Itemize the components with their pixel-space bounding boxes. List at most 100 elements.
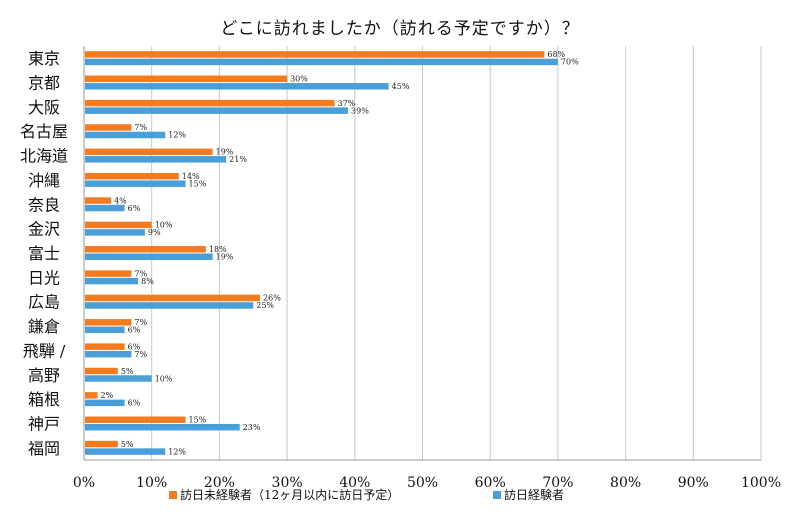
x-tick-label: 10% <box>136 475 167 491</box>
category-label: 金沢 <box>28 220 60 239</box>
category-label: 京都 <box>28 74 60 93</box>
data-label: 21% <box>229 155 247 164</box>
data-label: 6% <box>128 342 141 351</box>
legend-swatch <box>169 491 177 499</box>
bar-visited <box>85 326 125 334</box>
data-label: 6% <box>128 204 141 213</box>
bar-visited <box>85 253 213 260</box>
category-label: 大阪 <box>28 98 60 117</box>
data-label: 70% <box>561 58 579 67</box>
bar-visited <box>85 448 166 455</box>
category-label: 北海道 <box>20 147 68 166</box>
bar-not-visited <box>85 51 545 58</box>
data-label: 10% <box>155 221 173 230</box>
x-tick-label: 100% <box>741 475 781 491</box>
x-tick-label: 0% <box>73 475 95 491</box>
bar-not-visited <box>85 270 132 277</box>
data-label: 6% <box>128 399 141 408</box>
data-label: 2% <box>101 391 114 400</box>
data-label: 7% <box>134 350 147 359</box>
data-label: 15% <box>189 179 207 188</box>
x-tick-label: 70% <box>542 475 573 491</box>
category-label: 福岡 <box>28 439 60 458</box>
bar-not-visited <box>85 392 98 399</box>
bar-visited <box>85 58 558 66</box>
data-label: 18% <box>209 245 227 254</box>
bar-visited <box>85 131 166 139</box>
bar-visited <box>85 302 254 309</box>
x-tick-label: 80% <box>610 475 641 491</box>
data-label: 7% <box>134 269 147 278</box>
bar-not-visited <box>85 319 132 326</box>
category-label: 沖縄 <box>28 171 60 190</box>
legend-swatch <box>493 491 501 499</box>
bar-not-visited <box>85 197 112 204</box>
bar-not-visited <box>85 148 213 156</box>
x-tick-label: 90% <box>678 475 709 491</box>
bar-visited <box>85 423 240 431</box>
data-label: 26% <box>263 294 281 303</box>
category-label: 神戸 <box>28 414 60 433</box>
data-label: 8% <box>141 277 154 286</box>
data-label: 68% <box>547 50 565 59</box>
bar-visited <box>85 156 227 163</box>
data-label: 4% <box>114 196 127 205</box>
data-label: 30% <box>290 75 308 84</box>
x-tick-label: 60% <box>475 475 506 491</box>
bar-not-visited <box>85 343 125 350</box>
bar-not-visited <box>85 172 179 180</box>
data-label: 19% <box>216 148 234 157</box>
data-label: 12% <box>168 447 186 456</box>
bar-visited <box>85 83 389 90</box>
bar-not-visited <box>85 124 132 131</box>
data-label: 23% <box>243 423 261 432</box>
data-label: 19% <box>216 253 234 262</box>
data-label: 37% <box>337 99 355 108</box>
category-label: 名古屋 <box>20 122 68 141</box>
bar-visited <box>85 375 152 382</box>
bar-visited <box>85 180 186 187</box>
category-label: 東京 <box>28 49 60 68</box>
bar-not-visited <box>85 99 335 107</box>
bar-visited <box>85 229 145 236</box>
data-label: 7% <box>134 318 147 327</box>
data-label: 39% <box>351 106 369 115</box>
legend-label: 訪日経験者 <box>504 487 564 502</box>
category-label: 鎌倉 <box>28 317 60 336</box>
category-label: 箱根 <box>28 390 60 409</box>
bar-not-visited <box>85 294 261 302</box>
x-tick-label: 30% <box>272 475 303 491</box>
x-tick-label: 20% <box>204 475 235 491</box>
data-label: 6% <box>128 326 141 335</box>
x-tick-label: 40% <box>339 475 370 491</box>
category-label: 広島 <box>28 293 60 312</box>
data-label: 7% <box>134 123 147 132</box>
bar-visited <box>85 107 349 114</box>
category-label: 奈良 <box>28 195 60 214</box>
legend-label: 訪日未経験者（12ヶ月以内に訪日予定） <box>180 487 399 502</box>
chart-title: どこに訪れましたか（訪れる予定ですか）？ <box>220 19 580 39</box>
data-label: 12% <box>168 131 186 140</box>
data-label: 5% <box>121 367 134 376</box>
data-label: 14% <box>182 172 200 181</box>
category-label: 富士 <box>28 244 60 263</box>
bar-visited <box>85 350 132 358</box>
bar-not-visited <box>85 75 288 83</box>
bar-not-visited <box>85 221 152 229</box>
data-label: 15% <box>189 415 207 424</box>
data-label: 5% <box>121 440 134 449</box>
bar-not-visited <box>85 416 186 423</box>
data-label: 25% <box>256 301 274 310</box>
x-tick-label: 50% <box>407 475 438 491</box>
data-label: 9% <box>148 228 161 237</box>
category-label: 日光 <box>28 268 60 287</box>
bar-not-visited <box>85 440 118 448</box>
bar-not-visited <box>85 246 206 253</box>
category-label: 飛騨 / <box>23 341 66 360</box>
bar-visited <box>85 399 125 407</box>
category-label: 高野 <box>28 366 60 385</box>
bar-not-visited <box>85 367 118 375</box>
bar-visited <box>85 277 139 285</box>
data-label: 10% <box>155 374 173 383</box>
